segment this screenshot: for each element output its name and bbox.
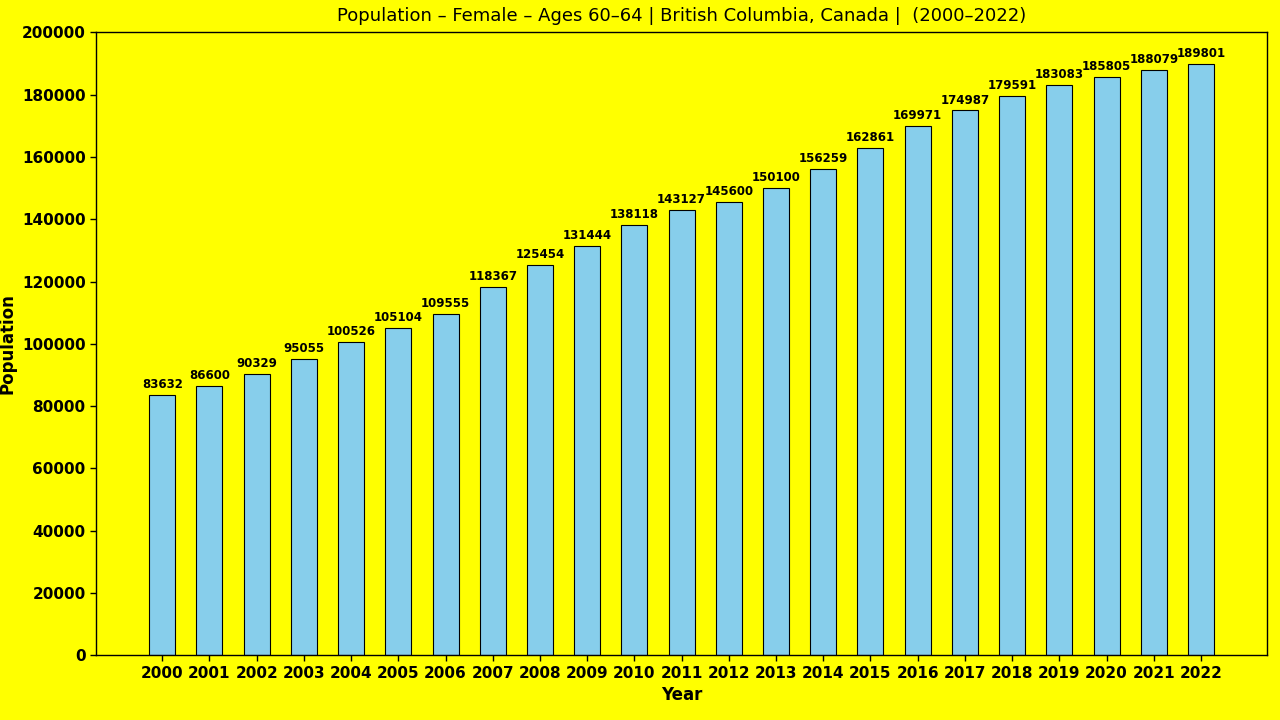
Text: 86600: 86600	[189, 369, 230, 382]
Bar	[480, 287, 506, 655]
Bar	[150, 395, 175, 655]
Bar	[1093, 76, 1120, 655]
Text: 150100: 150100	[751, 171, 800, 184]
Bar	[385, 328, 411, 655]
Bar	[810, 168, 836, 655]
Text: 143127: 143127	[657, 193, 707, 206]
Bar	[575, 246, 600, 655]
X-axis label: Year: Year	[660, 686, 703, 704]
Bar	[527, 264, 553, 655]
Text: 118367: 118367	[468, 270, 517, 283]
Text: 138118: 138118	[609, 208, 659, 221]
Text: 109555: 109555	[421, 297, 470, 310]
Text: 188079: 188079	[1129, 53, 1179, 66]
Y-axis label: Population: Population	[0, 293, 17, 395]
Text: 125454: 125454	[516, 248, 564, 261]
Bar	[716, 202, 742, 655]
Bar	[905, 126, 931, 655]
Bar	[1188, 64, 1213, 655]
Bar	[621, 225, 648, 655]
Bar	[668, 210, 695, 655]
Text: 90329: 90329	[237, 357, 276, 370]
Text: 100526: 100526	[326, 325, 375, 338]
Bar	[433, 314, 458, 655]
Text: 131444: 131444	[563, 229, 612, 242]
Text: 174987: 174987	[941, 94, 989, 107]
Bar	[763, 188, 788, 655]
Text: 169971: 169971	[893, 109, 942, 122]
Text: 189801: 189801	[1176, 48, 1225, 60]
Bar	[1140, 70, 1167, 655]
Text: 162861: 162861	[846, 131, 895, 144]
Bar	[1046, 85, 1073, 655]
Bar	[952, 110, 978, 655]
Bar	[1000, 96, 1025, 655]
Bar	[858, 148, 883, 655]
Bar	[243, 374, 270, 655]
Text: 185805: 185805	[1082, 60, 1132, 73]
Text: 145600: 145600	[704, 185, 754, 198]
Text: 156259: 156259	[799, 152, 847, 165]
Text: 83632: 83632	[142, 378, 183, 391]
Title: Population – Female – Ages 60–64 | British Columbia, Canada |  (2000–2022): Population – Female – Ages 60–64 | Briti…	[337, 7, 1027, 25]
Bar	[338, 342, 364, 655]
Bar	[196, 385, 223, 655]
Text: 105104: 105104	[374, 311, 422, 324]
Text: 179591: 179591	[988, 79, 1037, 92]
Text: 183083: 183083	[1034, 68, 1084, 81]
Bar	[291, 359, 317, 655]
Text: 95055: 95055	[283, 343, 324, 356]
